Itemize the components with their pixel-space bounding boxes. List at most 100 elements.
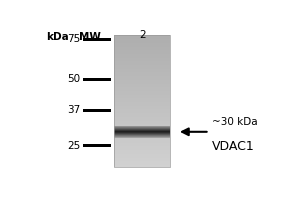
Bar	[114, 123, 170, 124]
Bar	[114, 67, 170, 68]
Bar	[114, 142, 170, 143]
Bar	[83, 78, 111, 81]
Bar	[114, 79, 170, 80]
Bar	[114, 110, 170, 111]
Bar	[114, 60, 170, 61]
Bar	[114, 98, 170, 99]
Bar	[114, 148, 170, 149]
Bar	[114, 88, 170, 89]
Bar	[114, 41, 170, 42]
Bar	[114, 143, 170, 144]
Text: kDa: kDa	[46, 32, 69, 42]
Bar	[114, 97, 170, 98]
Bar	[114, 124, 170, 125]
Bar	[114, 166, 170, 167]
Bar	[114, 85, 170, 86]
Bar	[114, 49, 170, 50]
Bar	[83, 109, 111, 112]
Bar	[114, 164, 170, 165]
Bar	[114, 154, 170, 155]
Bar	[114, 35, 170, 167]
Bar	[114, 89, 170, 90]
Bar	[114, 84, 170, 85]
Bar	[114, 103, 170, 104]
Bar	[114, 131, 170, 132]
Text: VDAC1: VDAC1	[212, 140, 255, 152]
Bar	[114, 153, 170, 154]
Bar	[114, 94, 170, 95]
Bar	[114, 146, 170, 147]
Bar	[114, 50, 170, 51]
Bar	[114, 61, 170, 62]
Bar	[114, 95, 170, 96]
Text: ~30 kDa: ~30 kDa	[212, 117, 257, 127]
Bar	[114, 39, 170, 40]
Bar	[114, 87, 170, 88]
Bar	[114, 158, 170, 159]
Text: MW: MW	[79, 32, 101, 42]
Bar	[114, 159, 170, 160]
Bar	[114, 55, 170, 56]
Bar	[114, 75, 170, 76]
Bar	[114, 131, 170, 132]
Bar	[114, 52, 170, 53]
Bar	[114, 47, 170, 48]
Bar	[114, 122, 170, 123]
Bar	[114, 62, 170, 63]
Bar	[114, 160, 170, 161]
Bar	[114, 42, 170, 43]
Bar	[114, 130, 170, 131]
Bar	[114, 100, 170, 101]
Bar	[114, 36, 170, 37]
Bar	[114, 71, 170, 72]
Bar	[114, 157, 170, 158]
Bar	[114, 44, 170, 45]
Bar	[114, 104, 170, 105]
Text: 37: 37	[67, 105, 80, 115]
Bar	[114, 69, 170, 70]
Text: 25: 25	[67, 141, 80, 151]
Bar	[114, 65, 170, 66]
Bar	[114, 38, 170, 39]
Bar	[114, 162, 170, 163]
Bar	[114, 82, 170, 83]
Bar	[114, 51, 170, 52]
Bar	[114, 132, 170, 133]
Bar	[114, 116, 170, 117]
Bar	[114, 138, 170, 139]
Bar	[114, 78, 170, 79]
Bar	[114, 70, 170, 71]
Bar	[114, 128, 170, 129]
Bar	[114, 92, 170, 93]
Bar	[114, 105, 170, 106]
Bar	[114, 101, 170, 102]
Bar	[114, 155, 170, 156]
Bar	[114, 120, 170, 121]
Bar	[114, 86, 170, 87]
Bar	[114, 144, 170, 145]
Bar	[114, 114, 170, 115]
Bar	[114, 74, 170, 75]
Bar	[114, 40, 170, 41]
Bar	[114, 137, 170, 138]
Bar	[114, 128, 170, 129]
Bar	[114, 76, 170, 77]
Bar	[114, 91, 170, 92]
Bar	[114, 113, 170, 114]
Bar	[114, 96, 170, 97]
Bar	[114, 136, 170, 137]
Bar	[114, 150, 170, 151]
Bar	[114, 135, 170, 136]
Bar	[114, 59, 170, 60]
Bar	[114, 129, 170, 130]
Bar	[114, 126, 170, 127]
Bar	[114, 152, 170, 153]
Bar	[114, 72, 170, 73]
Bar	[83, 38, 111, 41]
Bar	[114, 163, 170, 164]
Bar	[114, 135, 170, 136]
Bar	[114, 63, 170, 64]
Bar	[114, 58, 170, 59]
Bar	[114, 81, 170, 82]
Text: 50: 50	[68, 74, 80, 84]
